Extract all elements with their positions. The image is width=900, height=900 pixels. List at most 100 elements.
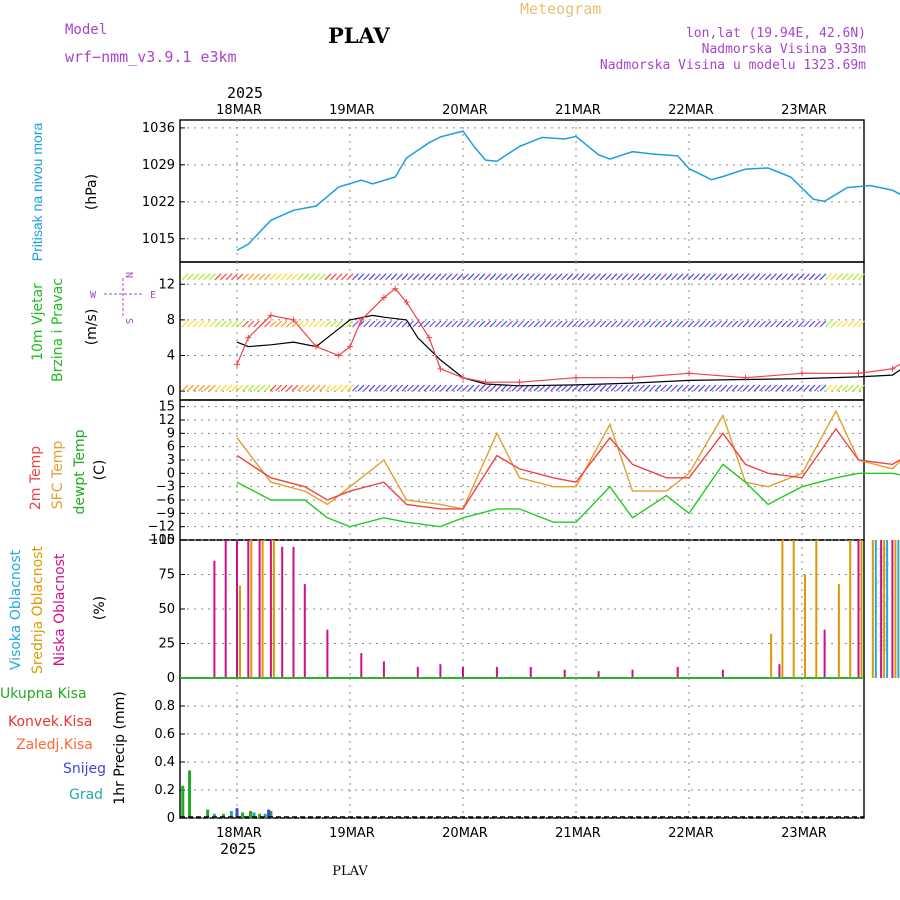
wind-barb xyxy=(638,273,645,281)
y-tick-label: 9 xyxy=(167,426,175,441)
wind-barb xyxy=(335,273,343,281)
wind-barb xyxy=(445,384,453,392)
wind-barb xyxy=(269,273,277,281)
wind-barb xyxy=(418,273,425,281)
wind-barb xyxy=(467,320,475,328)
wind-barb xyxy=(693,320,700,328)
wind-barb xyxy=(473,384,480,392)
wind-barb xyxy=(187,384,194,392)
wind-barb xyxy=(748,384,755,392)
meteogram-label: Meteogram xyxy=(520,0,601,18)
wind-barb xyxy=(335,384,343,392)
wind-barb xyxy=(429,320,436,328)
wind-barb xyxy=(396,320,403,328)
wind-barb xyxy=(858,273,865,281)
wind-gust-marker xyxy=(358,316,365,323)
wind-barb xyxy=(506,320,513,328)
wind-barb xyxy=(495,384,502,392)
wind-barb xyxy=(770,320,777,328)
wind-barb xyxy=(533,273,541,281)
wind-barb xyxy=(368,273,376,281)
wind-barb xyxy=(720,320,728,328)
wind-barb xyxy=(621,384,629,392)
precip-bar xyxy=(263,813,267,818)
wind-barb xyxy=(484,384,491,392)
wind-barb xyxy=(676,384,684,392)
wind-gust-marker xyxy=(742,374,749,381)
wind-barb xyxy=(418,384,425,392)
wind-barb xyxy=(704,320,711,328)
wind-barb xyxy=(566,273,574,281)
wind-barb xyxy=(544,320,552,328)
wind-barb xyxy=(198,273,205,281)
wind-barb xyxy=(544,384,552,392)
y-tick-label: 0 xyxy=(167,811,175,826)
wind-barb xyxy=(643,273,651,281)
wind-barb xyxy=(654,384,662,392)
wind-barb xyxy=(275,320,282,328)
day-label-bottom: 21MAR xyxy=(555,826,601,841)
wind-barb xyxy=(379,320,387,328)
wind-barb xyxy=(830,320,838,328)
wind-barb xyxy=(836,273,843,281)
legend-ukupna: Ukupna Kisa xyxy=(0,686,87,702)
wind-barb xyxy=(330,320,337,328)
precip-bar xyxy=(229,811,233,818)
wind-barb xyxy=(407,273,414,281)
wind-legend-n: N xyxy=(123,272,134,278)
wind-barb xyxy=(407,320,414,328)
wind-barb xyxy=(572,384,579,392)
wind-barb xyxy=(280,273,288,281)
wind-gust-marker xyxy=(799,370,805,377)
wind-barb xyxy=(418,320,425,328)
y-tick-label: 1029 xyxy=(142,158,175,173)
wind-barb xyxy=(555,320,563,328)
y-tick-label: 1022 xyxy=(142,195,175,210)
wind-barb xyxy=(346,384,354,392)
precip-bar xyxy=(206,809,210,818)
wind-legend-w: W xyxy=(90,290,97,301)
wind-barb xyxy=(709,384,717,392)
wind-barb xyxy=(368,384,376,392)
wind-barb xyxy=(434,320,442,328)
y-tick-label: 4 xyxy=(167,348,175,363)
wind-barb xyxy=(781,384,788,392)
wind-barb xyxy=(462,320,469,328)
wind-barb xyxy=(374,273,381,281)
wind-barb xyxy=(764,320,772,328)
wind-barb xyxy=(825,384,832,392)
precip-bar xyxy=(252,812,256,818)
wind-barb xyxy=(495,273,502,281)
wind-barb xyxy=(561,273,568,281)
wind-barb xyxy=(814,384,821,392)
wind-barb xyxy=(786,273,794,281)
wind-barb xyxy=(181,273,189,281)
y-tick-label: 0.6 xyxy=(154,727,175,742)
wind-barb xyxy=(330,273,337,281)
wind-barb xyxy=(627,384,634,392)
wind-barb xyxy=(819,320,827,328)
wind-barb xyxy=(242,273,249,281)
wind-barb xyxy=(808,320,816,328)
wind-barb xyxy=(500,320,508,328)
wind-barb xyxy=(352,384,359,392)
y-tick-label: 12 xyxy=(158,277,175,292)
precip-bar xyxy=(258,813,262,818)
wind-barb xyxy=(803,273,810,281)
wind-barb xyxy=(506,273,513,281)
wind-barb xyxy=(181,320,189,328)
wind-barb xyxy=(385,384,392,392)
wind-title-1: 10m Vjetar xyxy=(30,283,46,361)
legend-zaledj: Zaledj.Kisa xyxy=(16,737,93,753)
wind-barb xyxy=(324,273,332,281)
wind-barb xyxy=(478,320,486,328)
wind-barb xyxy=(423,320,431,328)
day-label-top: 20MAR xyxy=(442,103,488,118)
wind-barb xyxy=(363,273,370,281)
wind-barb xyxy=(770,384,777,392)
wind-gust-marker xyxy=(482,379,489,386)
wind-barb xyxy=(715,384,722,392)
wind-barb xyxy=(269,384,277,392)
wind-barb xyxy=(198,384,205,392)
wind-gust-marker xyxy=(437,365,444,372)
